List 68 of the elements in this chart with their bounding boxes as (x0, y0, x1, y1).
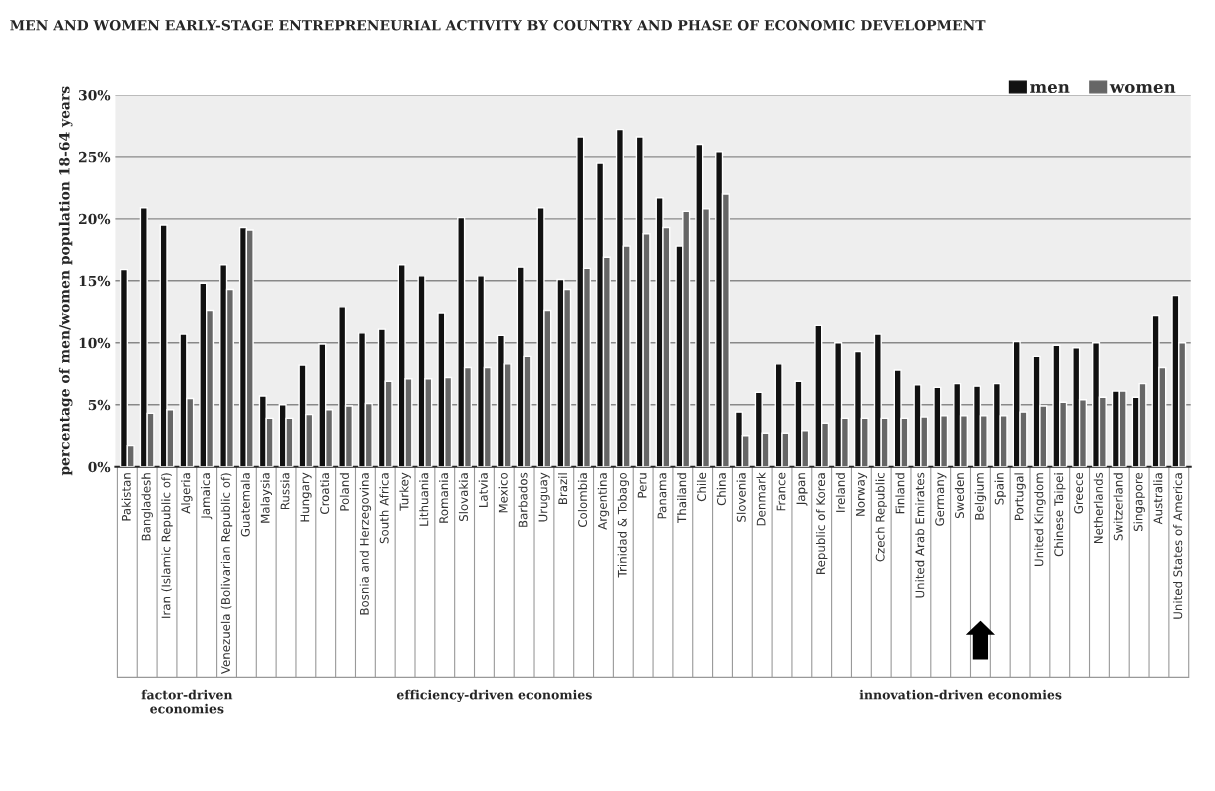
x-tick-label: Croatia (320, 473, 330, 515)
legend-label: men (1030, 83, 1070, 94)
y-tick-label: 10% (79, 337, 111, 349)
y-tick-label: 20% (78, 213, 111, 225)
legend-label: women (1109, 83, 1176, 94)
x-tick-label: China (716, 473, 726, 506)
x-tick-label: Switzerland (1113, 473, 1123, 541)
x-tick-label: Bangladesh (141, 473, 153, 541)
x-tick-label: Ireland (835, 473, 845, 512)
x-tick-label: Japan (796, 473, 808, 506)
x-tick-label: Germany (935, 472, 947, 526)
x-tick-label: South Africa (379, 473, 389, 544)
x-tick-label: Malaysia (260, 473, 272, 523)
x-tick-label: Singapore (1133, 472, 1145, 532)
x-tick-label: Iran (Islamic Republic of) (161, 473, 173, 618)
x-tick-label: Algeria (181, 473, 193, 514)
chart-title: MEN AND WOMEN EARLY-STAGE ENTREPRENEURIAL ACTIVITY BY COUNTRY AND PHASE OF ECONOMIC DEVELOPMENT (10, 20, 986, 31)
x-tick-label: Turkey (399, 472, 411, 511)
x-tick-label: Finland (895, 473, 905, 514)
x-tick-label: Slovakia (458, 473, 469, 522)
x-tick-label: Uruguay (538, 472, 550, 522)
x-tick-label: Argentina (597, 473, 610, 530)
x-tick-label: Greece (1074, 472, 1084, 514)
y-tick-label: 0% (88, 461, 111, 473)
x-tick-label: United Kingdom (1034, 473, 1046, 566)
x-tick-label: Netherlands (1093, 472, 1103, 544)
x-tick-label: Portugal (1014, 473, 1026, 520)
text: innovation-driven economies (859, 689, 1062, 700)
text: factor-driven economies (141, 689, 233, 714)
x-tick-label: Slovenia (736, 473, 746, 522)
x-tick-label: Bosnia and Herzegovina (359, 473, 372, 615)
x-tick-label: Czech Republic (875, 472, 887, 562)
x-tick-label: Sweden (954, 473, 964, 519)
x-tick-label: Brazil (558, 473, 568, 505)
y-axis-title: percentage of men/women population 18-64 years (58, 86, 73, 476)
x-tick-label: Hungary (300, 472, 312, 522)
x-tick-label: Latvia (478, 473, 488, 508)
x-tick-label: Jamaica (200, 473, 213, 520)
x-tick-label: France (776, 472, 786, 511)
x-tick-label: Venezuela (Bolivarian Republic of) (220, 473, 233, 675)
x-tick-label: Guatemala (240, 473, 250, 537)
x-tick-label: Australia (1153, 473, 1163, 525)
x-tick-label: Lithuania (419, 473, 429, 526)
y-tick-label: 15% (79, 275, 111, 287)
x-tick-label: United States of America (1173, 473, 1183, 619)
x-tick-label: United Arab Emirates (915, 472, 925, 598)
x-tick-label: Pakistan (121, 473, 131, 521)
y-tick-label: 5% (88, 399, 111, 411)
x-tick-label: Panama (657, 473, 667, 519)
x-tick-label: Spain (994, 473, 1006, 505)
x-tick-label: Poland (339, 473, 349, 511)
x-tick-label: Colombia (577, 473, 588, 528)
x-tick-label: Trinidad & Tobago (617, 472, 630, 578)
x-tick-label: Chinese Taipei (1054, 473, 1066, 557)
x-tick-label: Romania (439, 473, 449, 523)
x-tick-label: Barbados (518, 472, 528, 527)
x-tick-label: Denmark (756, 472, 766, 526)
x-tick-label: Republic of Korea (815, 473, 828, 574)
x-tick-label: Norway (856, 472, 868, 516)
y-tick-label: 25% (78, 151, 111, 163)
text: efficiency-driven economies (396, 689, 592, 703)
y-tick-label: 30% (79, 89, 111, 101)
x-tick-label: Belgium (974, 473, 987, 520)
x-tick-label: Russia (280, 473, 290, 510)
x-tick-label: Peru (637, 473, 647, 498)
x-tick-label: Chile (696, 472, 707, 502)
x-tick-label: Mexico (498, 472, 508, 513)
x-tick-label: Thailand (677, 473, 687, 523)
